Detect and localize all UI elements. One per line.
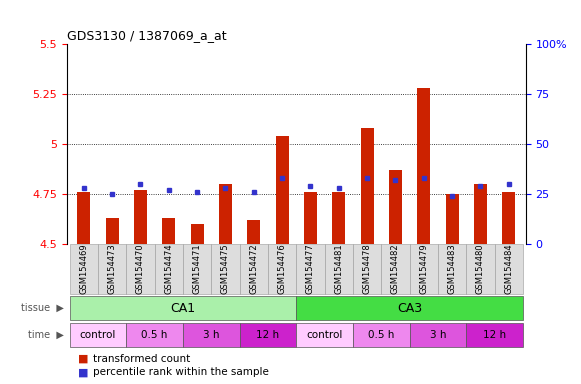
Text: GSM154481: GSM154481	[334, 243, 343, 294]
Text: GSM154479: GSM154479	[419, 243, 428, 294]
Bar	[304, 192, 317, 244]
FancyBboxPatch shape	[353, 244, 381, 294]
Text: 0.5 h: 0.5 h	[141, 330, 168, 340]
FancyBboxPatch shape	[70, 296, 296, 320]
Bar	[276, 136, 289, 244]
FancyBboxPatch shape	[467, 244, 494, 294]
Bar	[503, 192, 515, 244]
FancyBboxPatch shape	[70, 323, 126, 347]
Text: GSM154472: GSM154472	[249, 243, 259, 294]
Text: GSM154484: GSM154484	[504, 243, 513, 294]
FancyBboxPatch shape	[268, 244, 296, 294]
FancyBboxPatch shape	[126, 244, 155, 294]
FancyBboxPatch shape	[155, 244, 183, 294]
Text: time  ▶: time ▶	[28, 330, 64, 340]
Bar	[134, 190, 147, 244]
Text: control: control	[306, 330, 343, 340]
Text: GSM154483: GSM154483	[447, 243, 457, 294]
Bar	[77, 192, 90, 244]
Bar	[163, 218, 175, 244]
Text: GSM154473: GSM154473	[107, 243, 117, 294]
Text: GSM154471: GSM154471	[193, 243, 202, 294]
Text: control: control	[80, 330, 116, 340]
FancyBboxPatch shape	[353, 323, 410, 347]
Text: GSM154469: GSM154469	[80, 243, 88, 294]
Text: GSM154482: GSM154482	[391, 243, 400, 294]
Bar	[248, 220, 260, 244]
FancyBboxPatch shape	[296, 296, 523, 320]
Text: CA3: CA3	[397, 302, 422, 314]
Text: GSM154480: GSM154480	[476, 243, 485, 294]
Text: GSM154470: GSM154470	[136, 243, 145, 294]
Bar	[389, 170, 402, 244]
FancyBboxPatch shape	[296, 244, 325, 294]
FancyBboxPatch shape	[296, 323, 353, 347]
FancyBboxPatch shape	[183, 323, 239, 347]
FancyBboxPatch shape	[98, 244, 126, 294]
Bar	[191, 224, 203, 244]
FancyBboxPatch shape	[239, 244, 268, 294]
FancyBboxPatch shape	[381, 244, 410, 294]
Text: 3 h: 3 h	[203, 330, 220, 340]
Text: 0.5 h: 0.5 h	[368, 330, 394, 340]
Text: 12 h: 12 h	[483, 330, 506, 340]
FancyBboxPatch shape	[70, 244, 98, 294]
Text: GSM154476: GSM154476	[278, 243, 286, 294]
FancyBboxPatch shape	[211, 244, 239, 294]
FancyBboxPatch shape	[126, 323, 183, 347]
FancyBboxPatch shape	[410, 244, 438, 294]
Bar	[474, 184, 487, 244]
Text: percentile rank within the sample: percentile rank within the sample	[93, 367, 269, 377]
Text: 3 h: 3 h	[430, 330, 446, 340]
Text: GSM154475: GSM154475	[221, 243, 230, 294]
Text: transformed count: transformed count	[93, 354, 190, 364]
Text: GSM154478: GSM154478	[363, 243, 372, 294]
Bar	[219, 184, 232, 244]
Text: GDS3130 / 1387069_a_at: GDS3130 / 1387069_a_at	[67, 28, 227, 41]
Text: ■: ■	[78, 354, 89, 364]
Bar	[417, 88, 430, 244]
Bar	[361, 128, 374, 244]
FancyBboxPatch shape	[239, 323, 296, 347]
FancyBboxPatch shape	[410, 323, 467, 347]
FancyBboxPatch shape	[494, 244, 523, 294]
Text: GSM154474: GSM154474	[164, 243, 173, 294]
Bar	[332, 192, 345, 244]
Text: tissue  ▶: tissue ▶	[21, 303, 64, 313]
FancyBboxPatch shape	[467, 323, 523, 347]
Bar	[106, 218, 119, 244]
FancyBboxPatch shape	[325, 244, 353, 294]
Text: 12 h: 12 h	[256, 330, 279, 340]
Text: CA1: CA1	[170, 302, 196, 314]
Text: GSM154477: GSM154477	[306, 243, 315, 294]
Text: ■: ■	[78, 367, 89, 377]
Bar	[446, 194, 458, 244]
FancyBboxPatch shape	[438, 244, 467, 294]
FancyBboxPatch shape	[183, 244, 211, 294]
